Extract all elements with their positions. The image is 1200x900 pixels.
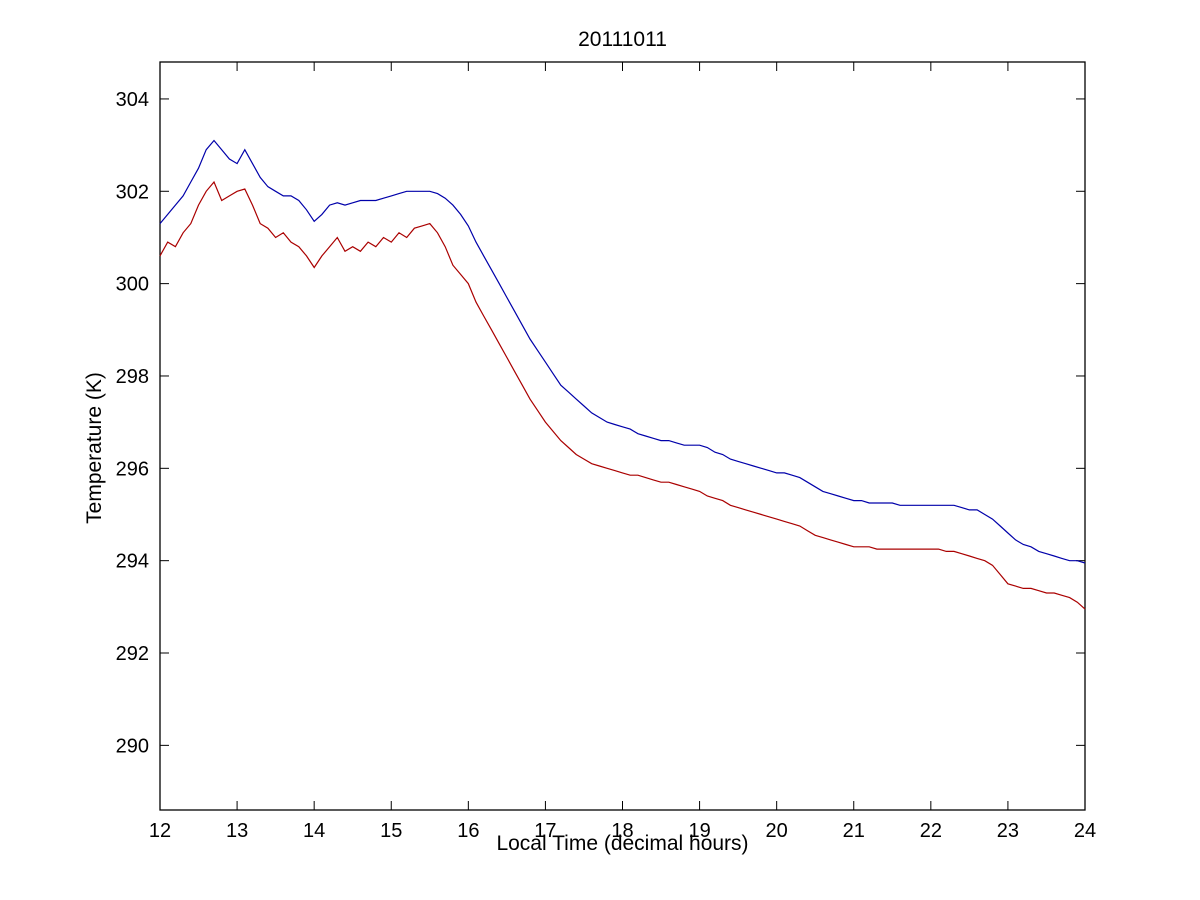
y-tick-label: 292 <box>116 643 149 665</box>
x-tick-label: 17 <box>534 820 556 842</box>
series-line-lower-temperature <box>159 180 1086 610</box>
x-tick-label: 23 <box>997 820 1019 842</box>
x-tick-label: 24 <box>1074 820 1096 842</box>
chart-title: 20111011 <box>578 28 667 51</box>
y-tick-label: 302 <box>116 181 149 203</box>
x-tick-label: 13 <box>226 820 248 842</box>
x-tick-label: 21 <box>843 820 865 842</box>
x-tick-label: 12 <box>149 820 171 842</box>
series-line-upper-temperature <box>159 139 1086 564</box>
x-tick-label: 14 <box>303 820 325 842</box>
y-tick-label: 290 <box>116 735 149 757</box>
x-tick-label: 19 <box>688 820 710 842</box>
y-tick-label: 300 <box>116 274 149 296</box>
x-axis-label: Local Time (decimal hours) <box>496 832 749 855</box>
y-tick-label: 294 <box>116 551 149 573</box>
y-tick-label: 296 <box>116 458 149 480</box>
x-tick-label: 20 <box>766 820 788 842</box>
axes-box <box>159 61 1086 811</box>
y-tick-label: 304 <box>116 89 149 111</box>
y-axis-label: Temperature (K) <box>83 372 106 524</box>
x-tick-label: 22 <box>920 820 942 842</box>
x-tick-label: 18 <box>611 820 633 842</box>
x-tick-label: 15 <box>380 820 402 842</box>
x-tick-label: 16 <box>457 820 479 842</box>
y-tick-label: 298 <box>116 366 149 388</box>
